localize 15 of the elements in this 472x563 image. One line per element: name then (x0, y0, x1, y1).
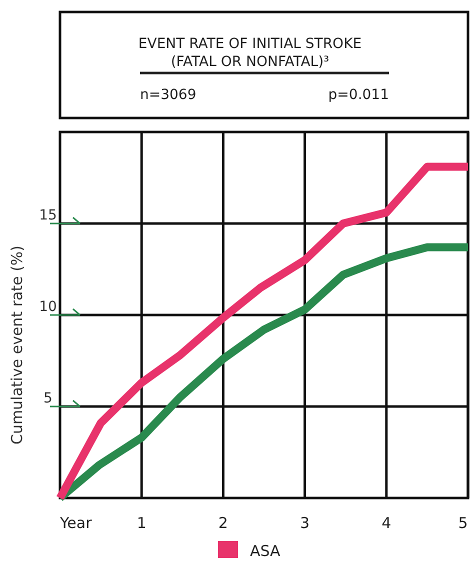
legend-label: ASA (250, 542, 282, 560)
y-axis-title: Cumulative event rate (%) (8, 245, 26, 445)
chart-subtitle: (FATAL OR NONFATAL)³ (170, 54, 330, 70)
y-tick-label: 15 (39, 208, 57, 224)
y-tick-label: 5 (44, 390, 52, 406)
x-tick-label: 3 (300, 514, 310, 532)
x-tick-label: 5 (458, 514, 468, 532)
x-tick-label: 2 (218, 514, 228, 532)
text: p=0.011 (328, 87, 389, 103)
x-axis-title: Year (59, 514, 93, 532)
x-tick-label: 4 (382, 514, 392, 532)
y-tick-label: 10 (39, 299, 57, 315)
text: n=3069 (140, 87, 196, 103)
chart-title: EVENT RATE OF INITIAL STROKE (138, 36, 362, 52)
x-tick-label: 1 (136, 514, 146, 532)
